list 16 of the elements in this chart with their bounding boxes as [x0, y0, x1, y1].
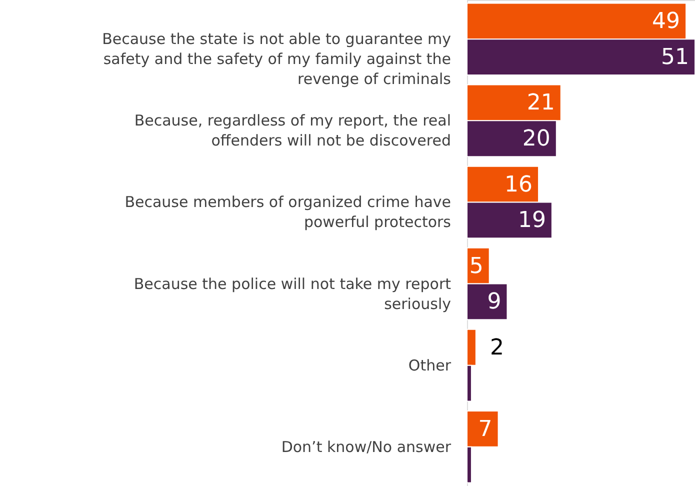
y-tick-label: Don’t know/No answer: [281, 438, 452, 456]
y-tick-label: Because the police will not take my report seriously: [134, 274, 452, 313]
data-label: 7: [478, 416, 492, 442]
y-tick-label: Other: [408, 356, 452, 374]
data-label: 49: [652, 9, 680, 34]
data-label: 16: [504, 172, 533, 198]
y-tick-label: Because members of organized crime have powerful protectors: [124, 193, 452, 232]
data-label: 51: [661, 45, 689, 70]
y-tick-label: Because, regardless of my report, the real offenders will not be discovered: [134, 112, 451, 150]
data-label: 2: [490, 335, 504, 360]
data-label: 19: [518, 208, 546, 234]
data-label: 21: [526, 90, 555, 116]
data-label: 5: [469, 254, 484, 279]
data-label: 9: [487, 290, 502, 315]
data-label: 20: [522, 126, 550, 152]
y-tick-label: Because the state is not able to guarantee my safety and the safety of my family against the revenge of criminals: [102, 30, 452, 88]
